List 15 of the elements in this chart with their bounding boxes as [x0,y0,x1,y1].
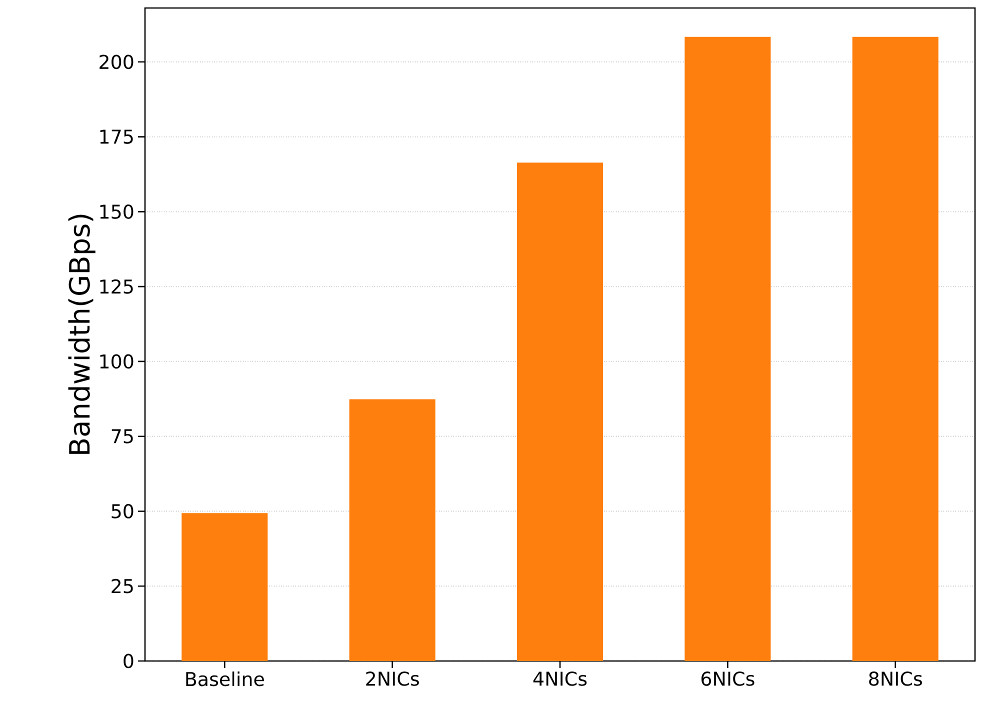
y-tick-label: 200 [100,54,134,70]
y-tick-label: 50 [112,504,134,518]
y-tick-label: 125 [100,279,133,294]
x-tick-label: 4NICs [533,672,587,686]
y-tick-label: 0 [124,654,134,668]
x-tick-label: 6NICs [701,672,754,686]
x-tick-label: 8NICs [869,672,922,686]
y-tick-label: 175 [100,130,133,144]
x-tick-label: Baseline [186,672,264,686]
x-tick-label: 2NICs [366,672,419,686]
y-axis-title: Bandwidth(GBps) [68,214,96,454]
y-tick-label: 150 [100,204,134,219]
y-tick-label: 25 [112,578,133,594]
y-tick-label: 75 [112,429,133,444]
y-tick-label: 100 [100,354,134,369]
